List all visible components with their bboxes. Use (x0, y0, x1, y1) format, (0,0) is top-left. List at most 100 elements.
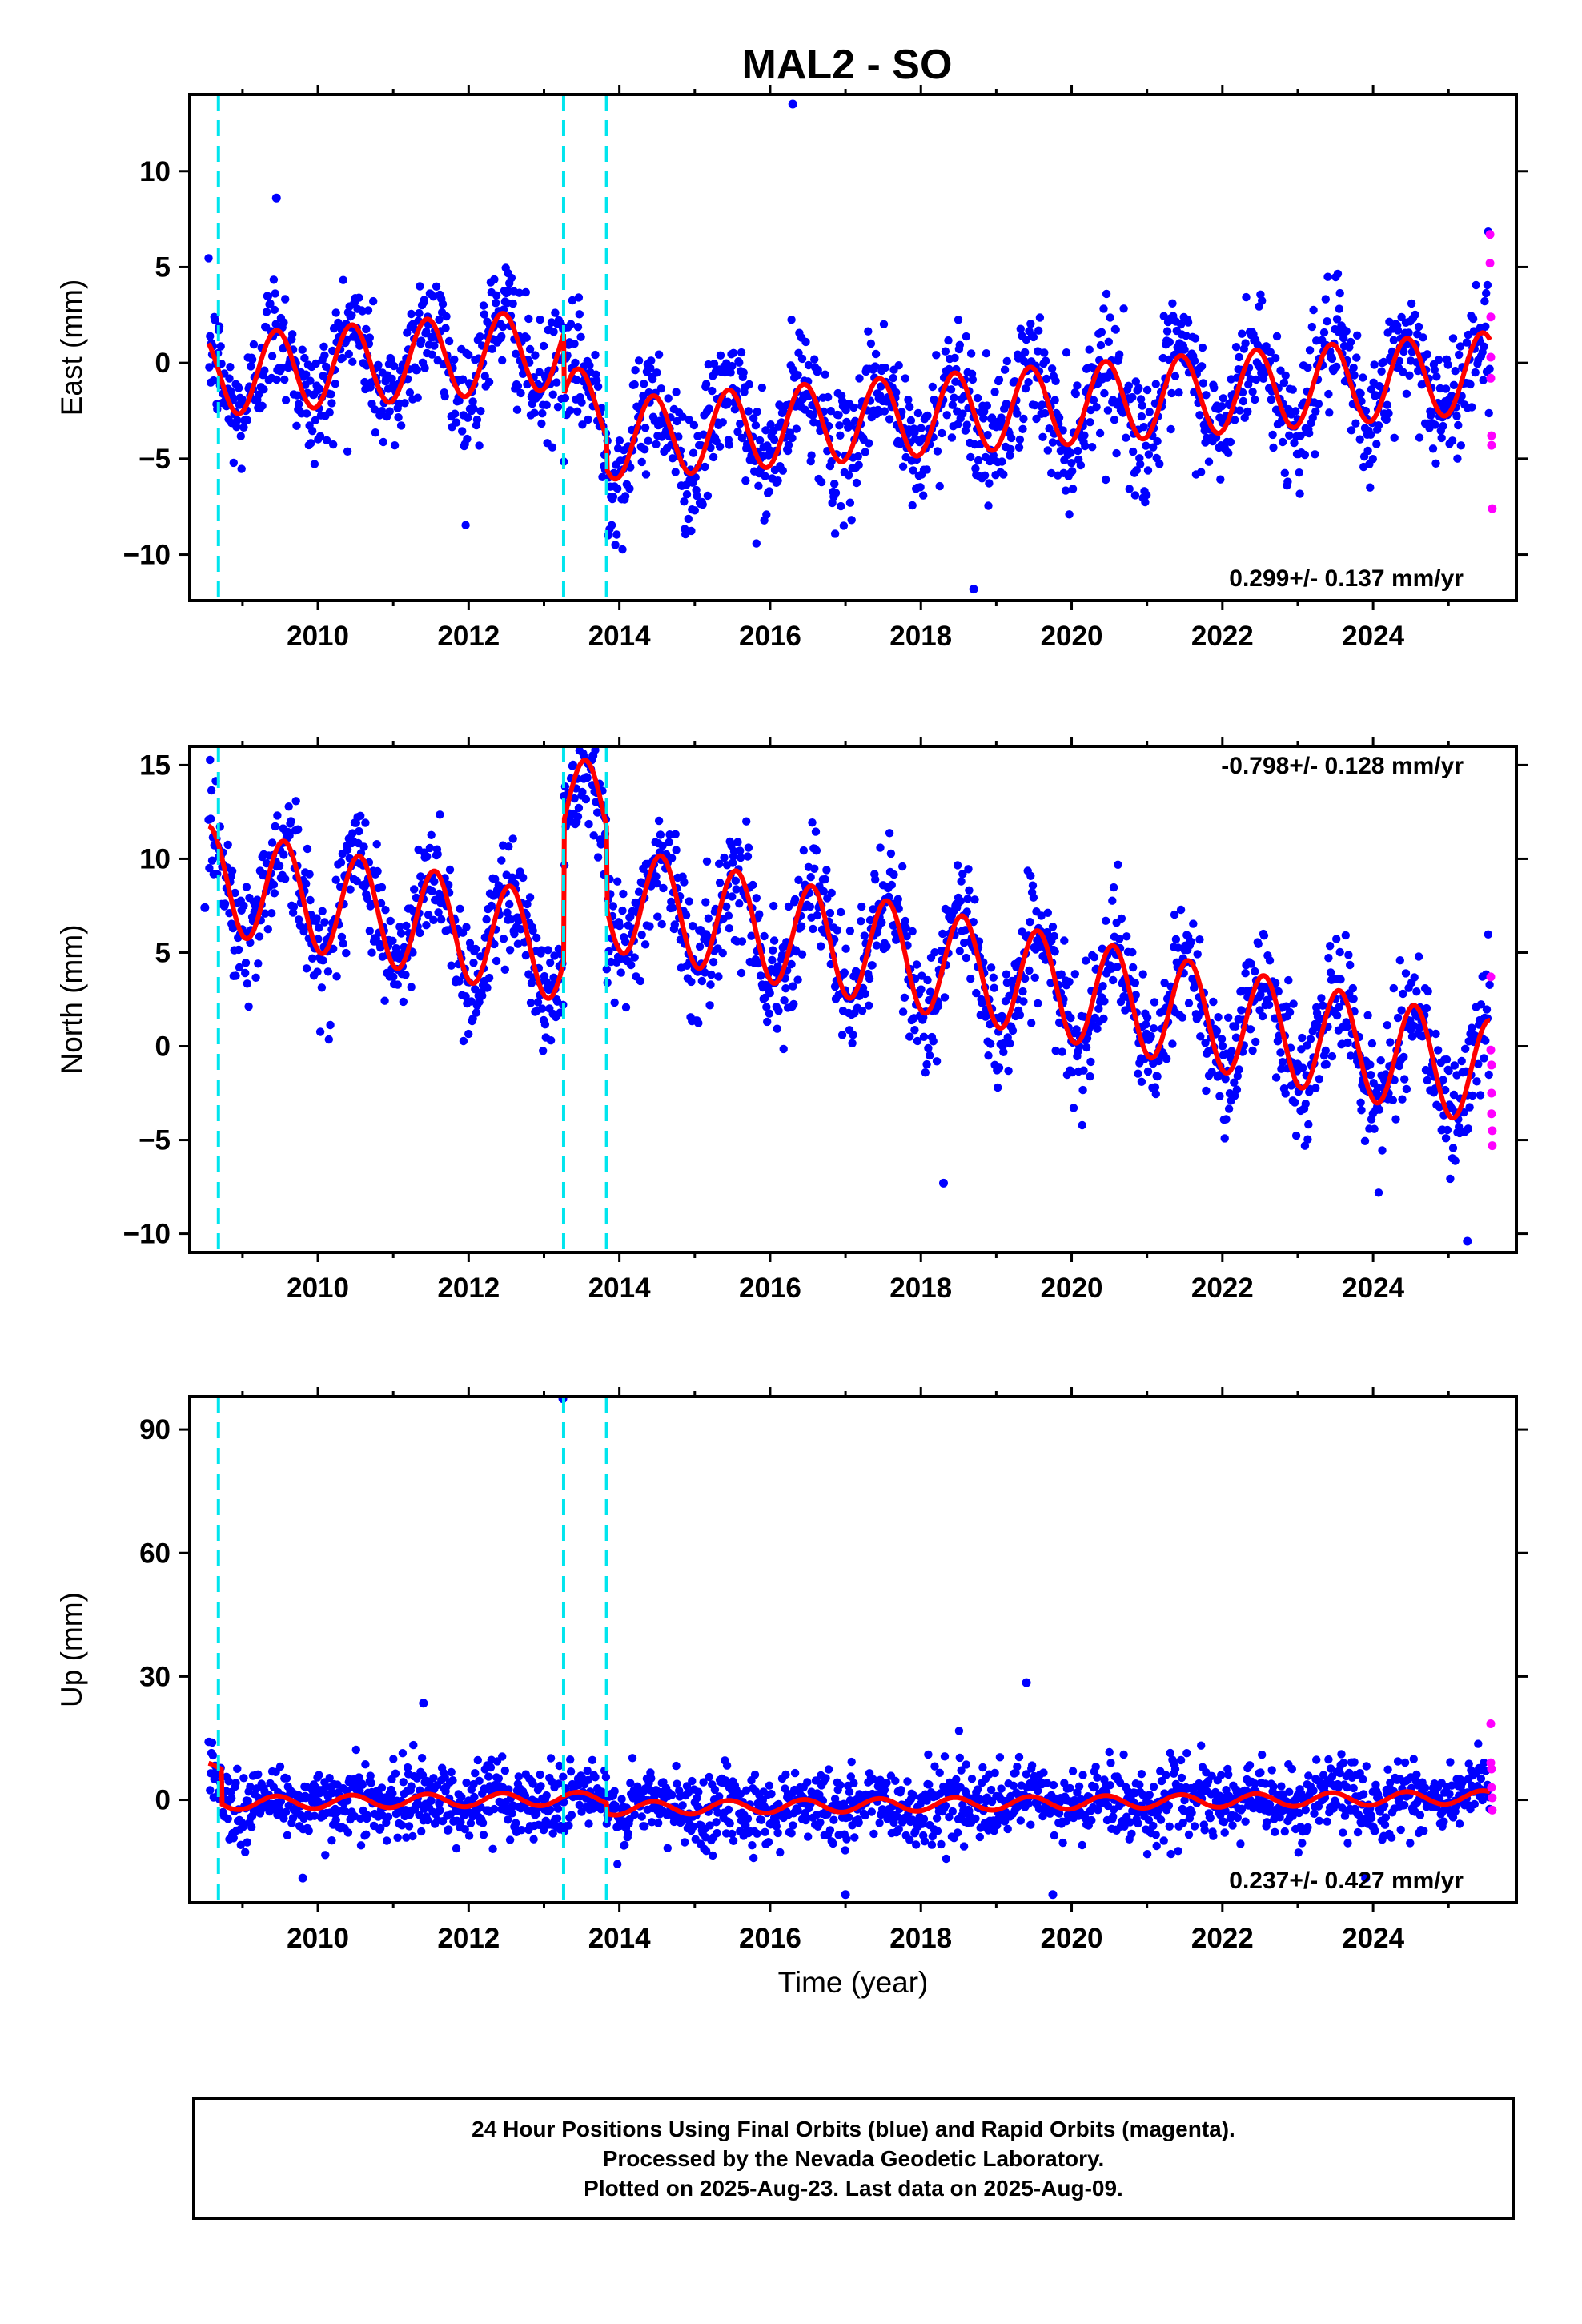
data-point (1078, 1085, 1087, 1095)
data-point (373, 866, 382, 876)
data-point (834, 411, 843, 420)
data-point (804, 1832, 813, 1841)
data-point (1145, 408, 1154, 416)
data-point (1003, 1824, 1012, 1834)
data-point (793, 371, 802, 380)
data-point (1235, 406, 1244, 415)
data-point (819, 887, 828, 896)
data-point (810, 864, 819, 874)
data-point (1456, 441, 1466, 450)
data-point (564, 1821, 573, 1830)
data-point (864, 327, 873, 336)
data-point (797, 950, 807, 959)
data-point (1430, 365, 1439, 374)
data-point (784, 902, 793, 911)
x-tick-label: 2018 (889, 621, 952, 652)
data-point (1027, 1761, 1037, 1770)
data-point (928, 382, 938, 392)
data-point (530, 408, 539, 417)
data-point (736, 853, 745, 862)
data-point (1395, 356, 1404, 365)
data-point (1269, 443, 1278, 452)
data-point (850, 1833, 859, 1842)
x-tick-label: 2014 (588, 621, 651, 652)
data-point (1367, 385, 1376, 394)
data-point (626, 463, 635, 472)
data-point (356, 1814, 365, 1823)
data-point (460, 1825, 469, 1834)
data-point (680, 878, 689, 887)
data-point (728, 1829, 737, 1839)
data-point (1058, 1838, 1067, 1848)
data-point (479, 301, 488, 310)
data-point (1146, 1031, 1155, 1041)
data-point (840, 968, 849, 977)
data-point (658, 841, 667, 850)
data-point (435, 315, 444, 324)
data-point (1247, 959, 1256, 968)
data-point (317, 983, 327, 992)
data-point (355, 1773, 363, 1782)
data-point (940, 993, 950, 1002)
data-point (663, 1844, 672, 1852)
data-point (1164, 355, 1174, 364)
data-point (574, 803, 584, 813)
data-point (938, 929, 947, 939)
data-point (790, 1768, 800, 1778)
data-point (1325, 408, 1334, 417)
data-point (281, 396, 291, 404)
data-point (1414, 952, 1423, 961)
data-point (576, 332, 585, 341)
data-point (1087, 1815, 1096, 1825)
data-point (705, 1772, 713, 1782)
data-point (672, 1761, 681, 1771)
data-point (1202, 1086, 1211, 1096)
data-point (772, 1822, 781, 1831)
data-point (986, 1785, 996, 1795)
data-point (1144, 450, 1154, 459)
data-point (254, 1770, 263, 1779)
data-point (429, 1774, 438, 1783)
data-point (488, 344, 496, 353)
data-point (505, 1835, 515, 1844)
data-point (390, 441, 400, 450)
data-point (1139, 423, 1148, 432)
data-point (640, 424, 650, 432)
data-point (751, 421, 761, 430)
data-point (1219, 394, 1228, 403)
data-point (385, 407, 394, 416)
data-point (919, 1032, 929, 1042)
data-point (964, 865, 973, 874)
data-point (956, 896, 965, 906)
data-point (763, 1017, 772, 1027)
data-point (1170, 910, 1179, 919)
data-point (537, 946, 546, 955)
data-point (336, 858, 346, 867)
data-point (729, 1836, 738, 1845)
data-point (1134, 1069, 1142, 1078)
data-point (1246, 1025, 1255, 1034)
data-point (1441, 1134, 1451, 1143)
data-point (420, 296, 428, 304)
data-point (697, 976, 706, 986)
data-point (566, 320, 576, 328)
data-point (903, 1777, 912, 1786)
data-point (894, 1825, 903, 1834)
data-point (324, 1035, 333, 1044)
data-point (962, 953, 971, 963)
y-tick-label: −10 (123, 1219, 171, 1250)
data-point (458, 375, 468, 384)
data-point (1109, 975, 1118, 985)
data-point (857, 902, 866, 911)
data-point (1128, 947, 1137, 957)
data-point (830, 480, 839, 489)
data-point (325, 1774, 334, 1783)
data-point (966, 975, 975, 983)
data-point (744, 843, 753, 852)
data-point (206, 755, 215, 765)
data-point (765, 1009, 774, 1018)
data-point (459, 1036, 468, 1046)
data-point (497, 856, 506, 865)
data-point (451, 409, 460, 418)
data-point (778, 466, 787, 475)
